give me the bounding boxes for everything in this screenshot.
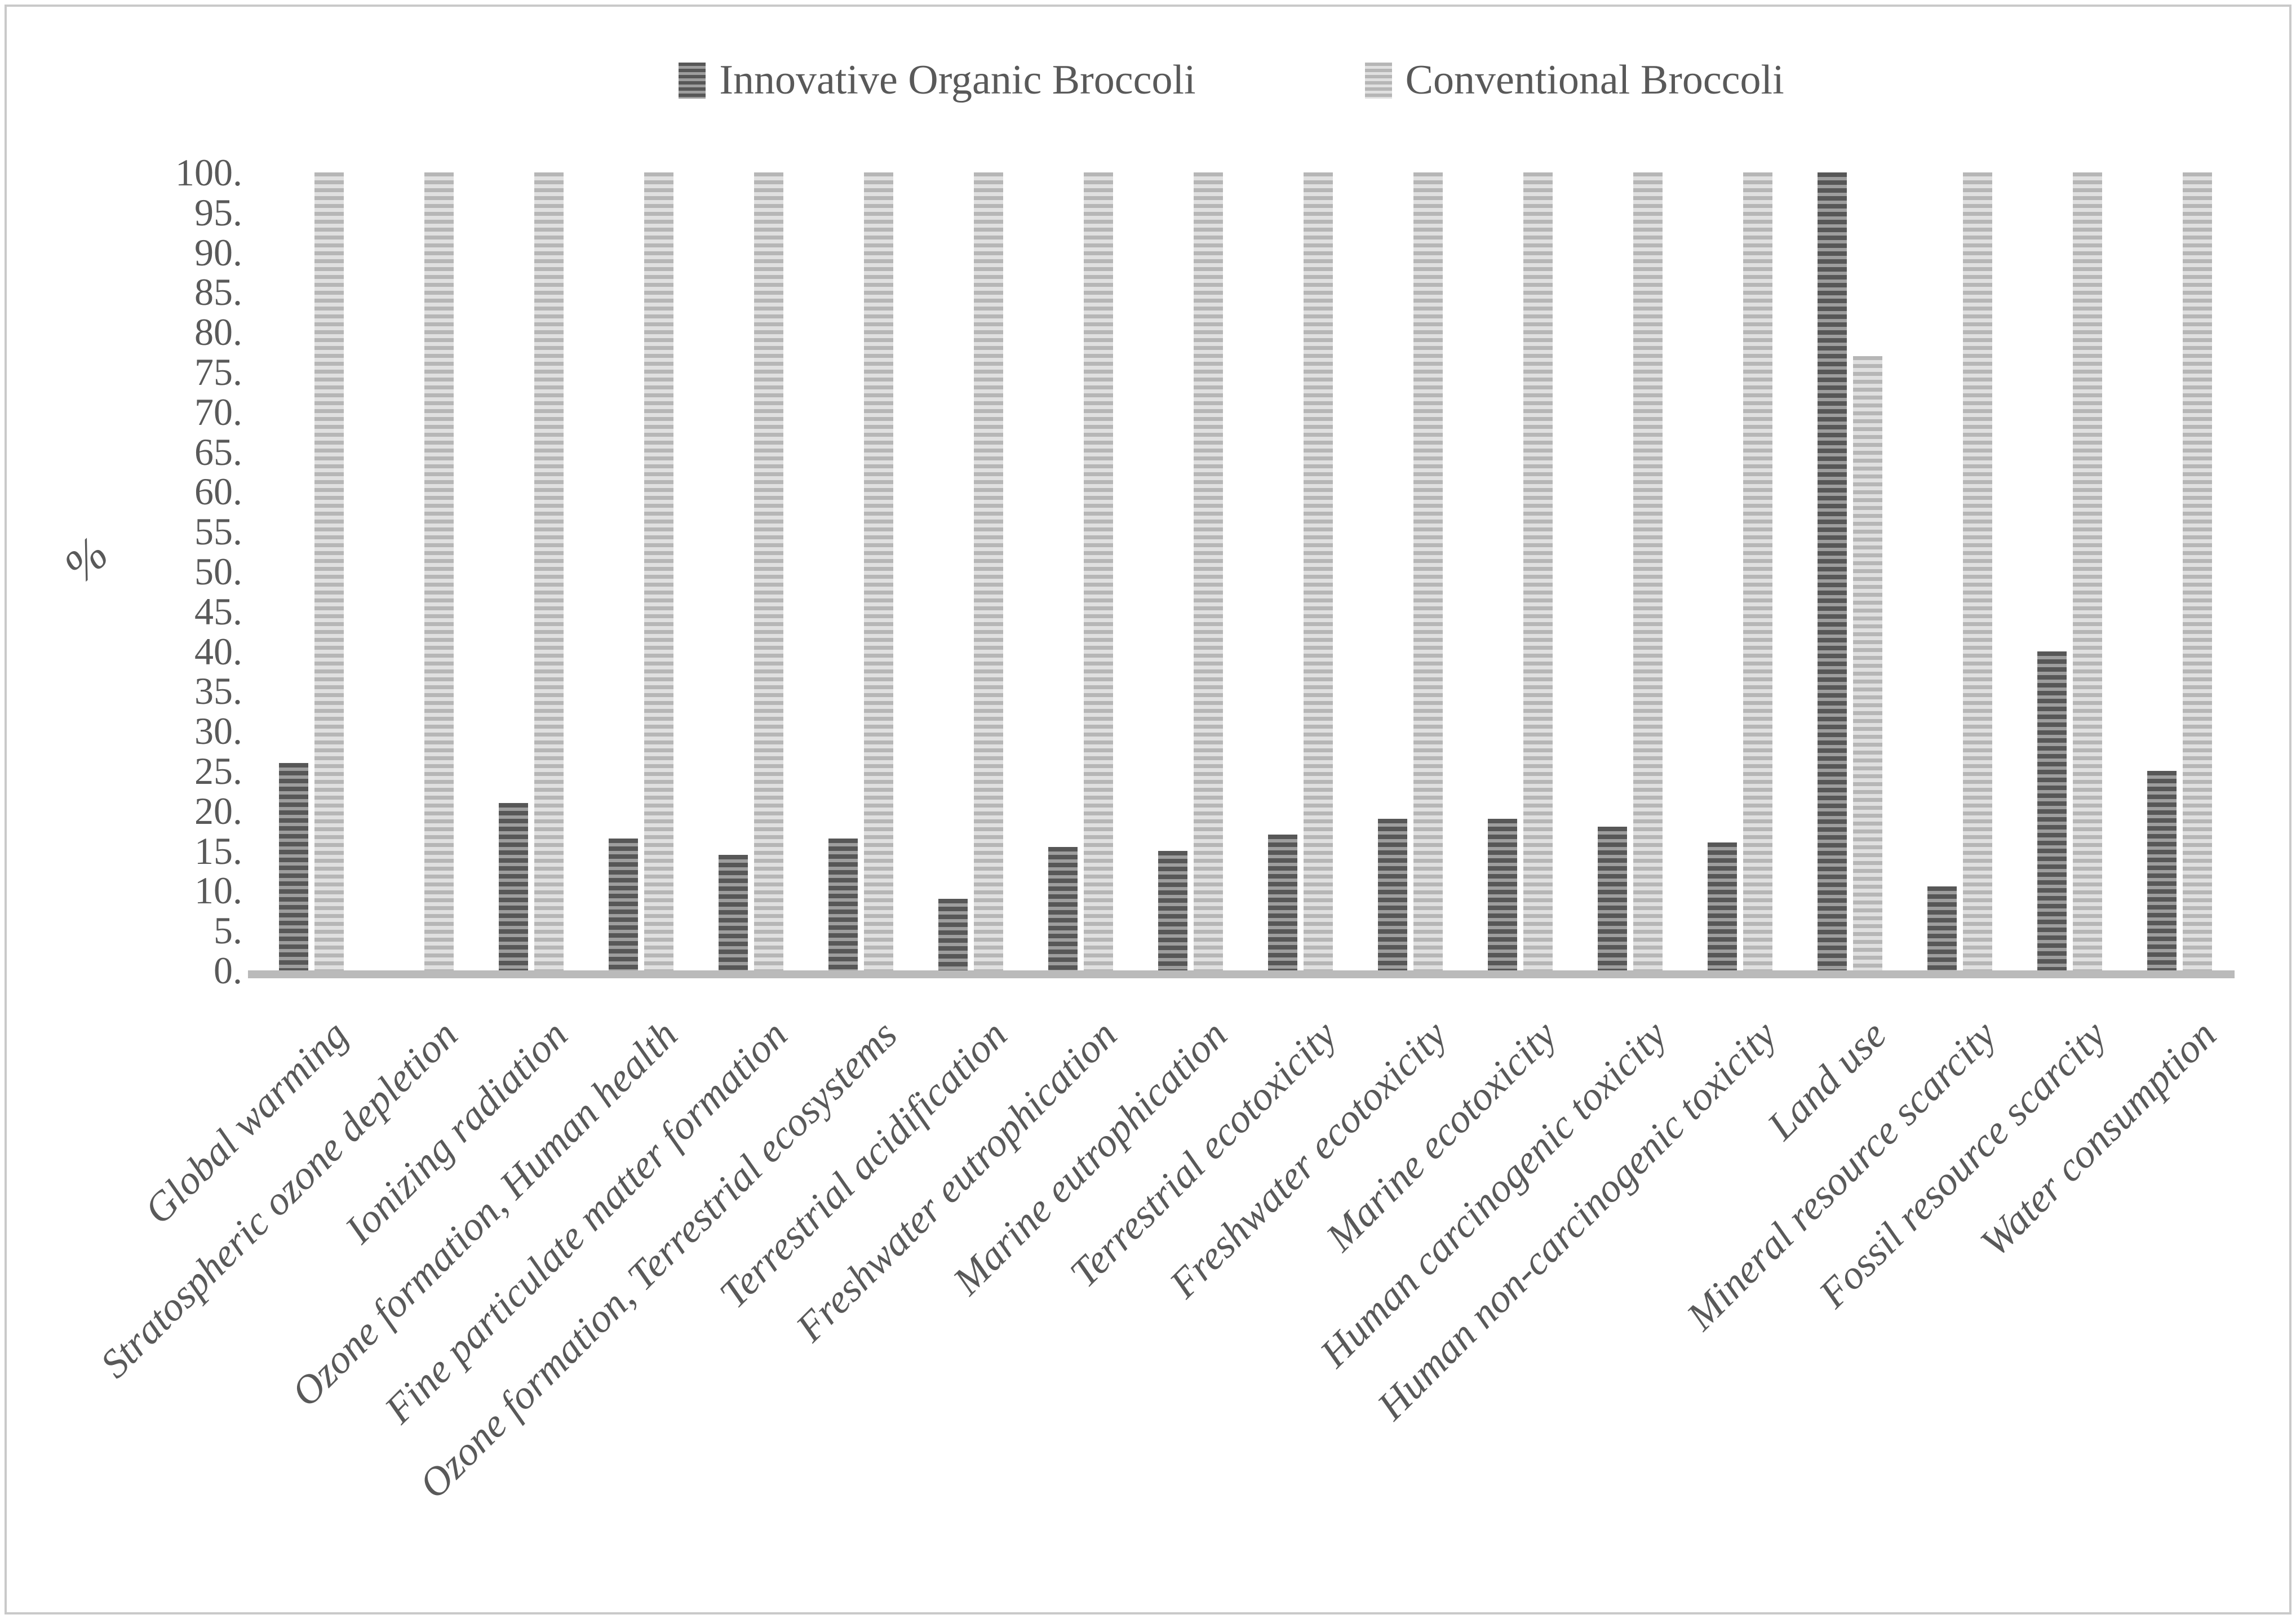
y-tick-label-20: 20.: [194, 789, 242, 832]
y-tick-label-60: 60.: [194, 470, 242, 513]
legend-label-conventional: Conventional Broccoli: [1405, 57, 1784, 103]
y-tick-label-25: 25.: [194, 749, 242, 792]
bar-innovative-16: [1927, 886, 1957, 970]
bar-innovative-6: [828, 839, 858, 970]
legend-item-innovative: Innovative Organic Broccoli: [679, 56, 1196, 104]
x-category-label-14: Human non-carcinogenic toxicity: [1368, 1012, 1785, 1429]
y-tick-label-65: 65.: [194, 430, 242, 473]
y-tick-label-100: 100.: [175, 151, 242, 194]
chart-legend: Innovative Organic Broccoli Conventional…: [83, 56, 2296, 104]
bar-innovative-3: [499, 803, 528, 970]
bar-conventional-17: [2073, 172, 2102, 970]
bar-innovative-8: [1048, 847, 1078, 970]
x-category-label-5: Fine particulate matter formation: [376, 1012, 796, 1432]
y-tick-label-85: 85.: [194, 270, 242, 314]
bar-conventional-4: [644, 172, 673, 970]
bar-conventional-11: [1413, 172, 1443, 970]
bar-innovative-10: [1268, 835, 1297, 970]
y-tick-label-35: 35.: [194, 669, 242, 713]
y-tick-label-90: 90.: [194, 230, 242, 274]
bar-innovative-5: [719, 855, 748, 970]
bar-innovative-4: [609, 839, 638, 970]
legend-label-innovative: Innovative Organic Broccoli: [719, 57, 1196, 103]
y-tick-label-0: 0.: [214, 949, 242, 992]
bar-conventional-6: [864, 172, 893, 970]
bar-conventional-18: [2183, 172, 2212, 970]
bar-conventional-9: [1194, 172, 1223, 970]
y-tick-label-10: 10.: [194, 869, 242, 912]
plot-area: [254, 172, 2232, 970]
bar-conventional-15: [1853, 356, 1882, 970]
y-tick-label-55: 55.: [194, 510, 242, 553]
y-tick-label-80: 80.: [194, 311, 242, 354]
y-tick-label-40: 40.: [194, 629, 242, 673]
legend-swatch-conventional-icon: [1364, 62, 1392, 99]
bar-innovative-12: [1488, 819, 1517, 970]
bar-conventional-1: [314, 172, 344, 970]
bar-conventional-14: [1743, 172, 1772, 970]
y-tick-label-15: 15.: [194, 829, 242, 872]
bar-conventional-10: [1304, 172, 1333, 970]
bar-conventional-16: [1963, 172, 1992, 970]
bar-innovative-14: [1708, 842, 1737, 970]
bar-innovative-15: [1818, 172, 1847, 970]
bar-conventional-8: [1084, 172, 1113, 970]
bar-conventional-2: [424, 172, 454, 970]
y-tick-label-5: 5.: [214, 909, 242, 952]
bar-conventional-13: [1633, 172, 1663, 970]
bar-innovative-9: [1158, 851, 1187, 970]
legend-item-conventional: Conventional Broccoli: [1364, 56, 1784, 104]
y-tick-label-75: 75.: [194, 351, 242, 393]
y-tick-label-70: 70.: [194, 390, 242, 433]
y-tick-label-50: 50.: [194, 550, 242, 593]
bar-conventional-12: [1523, 172, 1553, 970]
bar-innovative-13: [1598, 827, 1627, 970]
bar-innovative-7: [938, 899, 968, 970]
bar-innovative-11: [1378, 819, 1407, 970]
bar-innovative-17: [2037, 651, 2067, 970]
bar-conventional-3: [534, 172, 564, 970]
y-tick-label-45: 45.: [194, 589, 242, 633]
y-tick-label-95: 95.: [194, 190, 242, 234]
bar-conventional-5: [754, 172, 783, 970]
bar-innovative-1: [279, 763, 308, 970]
bar-innovative-18: [2147, 771, 2177, 970]
y-tick-label-30: 30.: [194, 709, 242, 753]
legend-swatch-innovative-icon: [679, 62, 706, 99]
bar-conventional-7: [974, 172, 1003, 970]
x-axis-baseline: [248, 970, 2235, 978]
